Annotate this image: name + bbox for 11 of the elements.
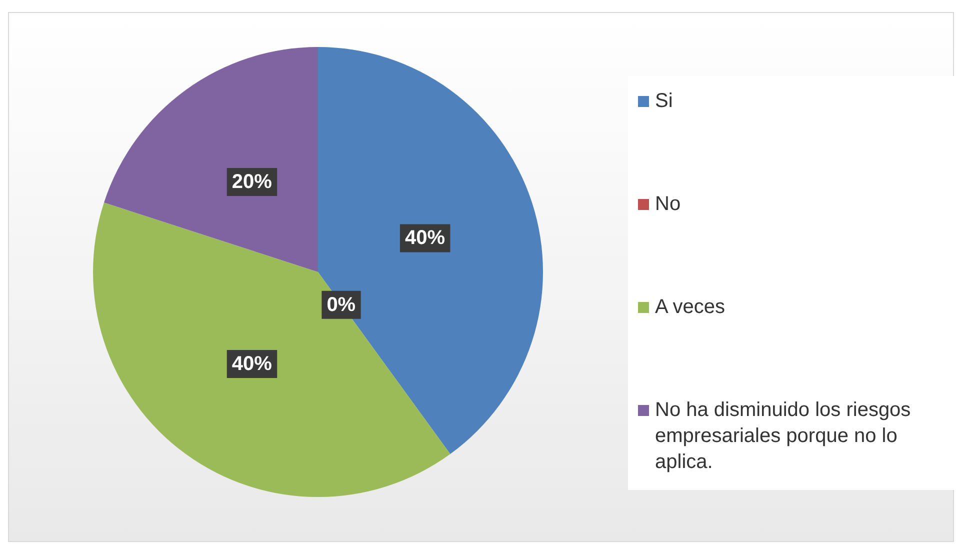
text: 0%: [326, 294, 356, 316]
legend-label: A veces: [655, 295, 726, 320]
data-label: 40%: [232, 353, 272, 376]
legend-label: No ha disminuido los riesgos empresariales porque no lo aplica.: [655, 398, 912, 475]
data-label: 20%: [232, 170, 272, 193]
pie-slice: [104, 47, 318, 272]
data-label: 40%: [404, 227, 446, 250]
pie-slice: [93, 202, 450, 497]
legend-label: No: [655, 192, 681, 217]
legend-label: Si: [655, 89, 673, 114]
pie-slice: [318, 47, 543, 454]
